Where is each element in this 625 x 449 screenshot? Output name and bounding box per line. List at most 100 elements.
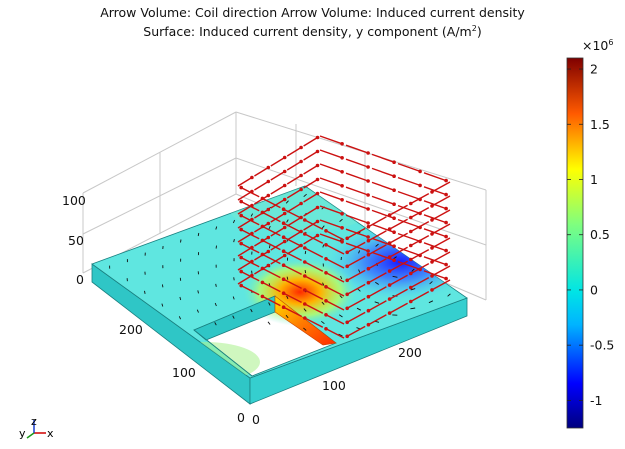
induced-arrow	[214, 302, 217, 307]
coil-arrow	[286, 202, 302, 213]
coil-arrow	[283, 306, 302, 318]
coil-arrow-head	[430, 260, 434, 264]
coil-arrow-head	[324, 243, 328, 247]
coil-arrow-head	[366, 193, 370, 197]
coil-arrow-head	[315, 205, 320, 210]
coil-arrow	[368, 314, 387, 326]
induced-arrow	[178, 316, 182, 320]
coil-arrow	[319, 149, 343, 159]
coil-arrow-head	[366, 252, 371, 257]
coil-arrow-head	[444, 276, 448, 281]
induced-arrow	[304, 270, 307, 274]
coil-arrow	[270, 184, 286, 195]
coil-arrow	[346, 255, 366, 267]
coil-arrow-head	[418, 225, 422, 230]
chart-title-line2: Surface: Induced current density, y comp…	[0, 21, 625, 40]
coil-arrow-head	[345, 334, 350, 339]
coil-arrow-head	[345, 250, 350, 255]
coil-arrow-head	[345, 306, 350, 311]
coil-arrow	[345, 228, 369, 238]
coil-arrow	[371, 223, 395, 233]
coil-arrow-head	[340, 226, 344, 230]
coil-arrow-head	[281, 263, 286, 268]
hole-wall-side	[274, 295, 337, 346]
coil-arrow-head	[345, 320, 350, 325]
coil-arrow	[397, 190, 421, 201]
coil-arrow	[423, 172, 447, 182]
coil-arrow	[303, 234, 318, 245]
colorbar-tick-label: 0	[590, 282, 598, 297]
coil-arrow-head	[430, 204, 434, 208]
coil-arrow	[325, 244, 345, 255]
coil-arrow	[371, 167, 395, 177]
coil-arrow	[270, 198, 286, 209]
coil-arrow	[389, 288, 408, 300]
coil-arrow-head	[409, 299, 413, 304]
coil-arrow-head	[392, 216, 396, 220]
coil-arrow-head	[266, 263, 271, 268]
title-line2-exponent: 2	[471, 24, 477, 33]
coil-arrow-head	[250, 189, 254, 194]
coil-arrow-head	[340, 198, 344, 202]
coil-arrow	[345, 242, 369, 252]
coil-arrow-head	[430, 218, 434, 222]
coil-arrow-head	[444, 262, 448, 267]
coil-arrow	[410, 276, 430, 289]
coil-arrow	[368, 258, 387, 270]
coil-arrow	[346, 311, 366, 323]
z-axis-ticks: 100 50 0	[62, 193, 86, 287]
coil-arrow-head	[430, 190, 434, 194]
coil-arrow	[286, 244, 302, 255]
coil-arrow	[254, 222, 269, 233]
coil-arrow-head	[444, 220, 448, 225]
coil-arrow	[371, 195, 395, 205]
coil-arrow	[345, 214, 369, 224]
coil-arrow-head	[392, 174, 396, 178]
coil-arrow-head	[281, 207, 286, 211]
coil-arrow	[345, 144, 369, 154]
coil-arrow	[303, 150, 318, 161]
induced-arrow	[268, 245, 271, 249]
coil-arrow	[389, 260, 408, 272]
coil-arrow-head	[324, 313, 328, 317]
coil-arrow	[431, 279, 451, 291]
coil-arrow-head	[340, 170, 344, 174]
induced-arrow	[322, 282, 325, 286]
coil-arrow-head	[340, 184, 344, 188]
coil-arrow	[240, 284, 260, 296]
induced-arrow	[286, 219, 289, 223]
coil-arrow	[304, 275, 324, 286]
coil-arrow-head	[282, 239, 287, 244]
coil-arrow	[237, 204, 253, 215]
coil-arrow	[303, 220, 318, 231]
coil-arrow	[304, 261, 324, 272]
induced-arrow	[339, 295, 343, 299]
induced-arrow	[285, 200, 289, 204]
coil-arrow	[237, 218, 253, 229]
coil-arrow-head	[239, 283, 243, 288]
coil-arrow	[262, 225, 281, 237]
coil-arrow	[368, 230, 387, 242]
induced-arrow	[285, 314, 289, 319]
coil-arrow-head	[409, 257, 413, 262]
colorbar-multiplier: ×106	[582, 38, 613, 53]
induced-arrow	[392, 275, 398, 278]
coil-arrow-head	[239, 255, 243, 260]
coil-arrow-head	[366, 207, 370, 211]
coil-arrow-head	[250, 273, 254, 278]
coil-arrow	[397, 204, 421, 215]
coil-arrow-head	[366, 151, 370, 155]
coil-arrow	[270, 156, 286, 167]
coil-arrow-head	[282, 169, 287, 174]
coil-arrow	[254, 180, 269, 191]
coil-arrow-head	[444, 206, 448, 211]
coil-arrow-head	[303, 218, 307, 222]
coil-arrow	[389, 232, 408, 244]
coil-arrow	[397, 176, 421, 187]
coil-arrow-head	[324, 299, 328, 303]
coil-arrow-head	[281, 305, 286, 310]
coil-arrow-head	[387, 283, 392, 287]
triad-z-label: z	[31, 415, 37, 428]
induced-arrow	[429, 281, 433, 285]
